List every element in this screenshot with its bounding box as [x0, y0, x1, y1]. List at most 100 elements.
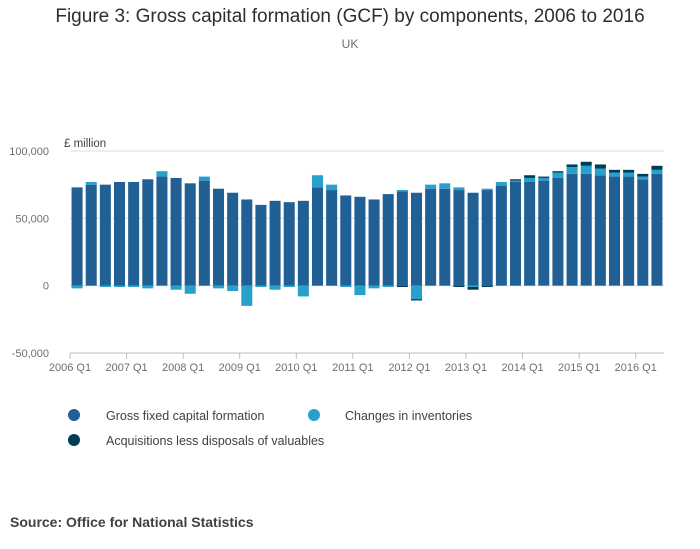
bar-segment	[552, 172, 564, 178]
bar-segment	[382, 194, 394, 286]
bar-segment	[184, 183, 196, 286]
bar-segment	[495, 186, 507, 286]
bar-segment	[580, 165, 592, 174]
bar-segment	[212, 285, 225, 289]
x-tick-label: 2008 Q1	[162, 362, 204, 374]
bar-segment	[170, 177, 182, 286]
bar-segment	[212, 188, 225, 286]
bar-segment	[608, 176, 621, 286]
bar-segment	[113, 181, 126, 286]
bar-segment	[552, 177, 564, 286]
x-tick-label: 2011 Q1	[332, 362, 373, 374]
y-unit-label: £ million	[64, 138, 106, 150]
bar-segment	[566, 164, 578, 168]
bar-segment	[410, 285, 423, 300]
bar-segment	[269, 200, 281, 286]
bar-segment	[156, 171, 168, 177]
bar-segment	[524, 181, 536, 286]
bar-segment	[255, 285, 267, 288]
y-tick-label: 50,000	[15, 213, 49, 225]
bar-segment	[566, 173, 578, 286]
bar-segment	[368, 199, 380, 286]
legend-swatch-valuables	[68, 434, 80, 446]
bar-segment	[326, 184, 338, 191]
bar-segment	[566, 167, 578, 174]
bar-segment	[99, 285, 111, 288]
bar-segment	[509, 179, 522, 181]
x-tick-label: 2006 Q1	[49, 362, 91, 374]
bar-segment	[580, 173, 592, 286]
bar-segment	[71, 285, 83, 289]
bar-segment	[651, 173, 663, 286]
bar-segment	[439, 188, 451, 286]
bar-segment	[623, 169, 635, 173]
bar-segment	[453, 187, 465, 191]
bar-segment	[396, 190, 408, 192]
bar-segment	[552, 171, 564, 173]
bar-segment	[538, 176, 550, 178]
bar-segment	[297, 285, 309, 297]
bar-segment	[142, 285, 154, 289]
bar-segment	[495, 181, 507, 187]
bar-segment	[453, 285, 465, 288]
bar-segment	[311, 175, 324, 188]
y-tick-label: 0	[43, 281, 49, 293]
chart-subtitle: UK	[341, 37, 359, 51]
y-tick-label: -50,000	[12, 348, 49, 360]
bar-segment	[453, 190, 465, 286]
bar-segment	[538, 177, 550, 181]
x-tick-label: 2009 Q1	[219, 362, 261, 374]
x-tick-label: 2013 Q1	[445, 362, 487, 374]
bar-segment	[467, 287, 479, 290]
bar-segment	[651, 165, 663, 170]
bar-segment	[269, 285, 281, 290]
bar-segment	[481, 190, 493, 286]
bar-segment	[184, 285, 196, 294]
bar-segment	[623, 176, 635, 286]
bar-segment	[382, 285, 394, 288]
bar-segment	[594, 168, 606, 176]
bar-segment	[283, 202, 295, 286]
bar-segment	[297, 200, 309, 286]
bar-segment	[326, 190, 338, 286]
source-note: Source: Office for National Statistics	[10, 514, 254, 530]
x-tick-label: 2016 Q1	[615, 362, 657, 374]
bar-segment	[524, 177, 536, 182]
bar-segment	[637, 176, 649, 180]
bar-segment	[481, 188, 493, 191]
bar-segment	[241, 199, 253, 286]
bar-segment	[241, 285, 253, 306]
bar-segment	[198, 176, 210, 181]
x-tick-label: 2014 Q1	[501, 362, 543, 374]
legend-swatch-inventories	[308, 409, 320, 421]
bar-segment	[354, 196, 366, 286]
bar-segment	[227, 192, 239, 286]
bar-segment	[156, 176, 168, 286]
bar-segment	[85, 181, 97, 185]
bar-segment	[170, 285, 182, 290]
bar-segment	[580, 161, 592, 166]
bar-segment	[198, 180, 210, 286]
bar-segment	[368, 285, 380, 289]
bar-segment	[439, 183, 451, 189]
bar-segment	[608, 169, 621, 173]
legend-label-gfcf: Gross fixed capital formation	[106, 409, 265, 423]
x-tick-label: 2010 Q1	[275, 362, 317, 374]
bar-segment	[637, 173, 649, 177]
legend-swatch-gfcf	[68, 409, 80, 421]
bar-segment	[128, 285, 140, 288]
x-tick-label: 2012 Q1	[388, 362, 430, 374]
legend-label-inventories: Changes in inventories	[345, 409, 473, 423]
chart-title: Figure 3: Gross capital formation (GCF) …	[55, 6, 645, 27]
bar-segment	[71, 187, 83, 286]
bar-segment	[396, 285, 408, 288]
bar-segment	[410, 299, 423, 301]
bar-segment	[538, 180, 550, 286]
x-tick-label: 2015 Q1	[558, 362, 600, 374]
bar-segment	[524, 175, 536, 178]
bar-segment	[425, 188, 437, 286]
bar-segment	[594, 175, 606, 286]
bar-segment	[509, 180, 522, 182]
bar-segment	[467, 192, 479, 286]
